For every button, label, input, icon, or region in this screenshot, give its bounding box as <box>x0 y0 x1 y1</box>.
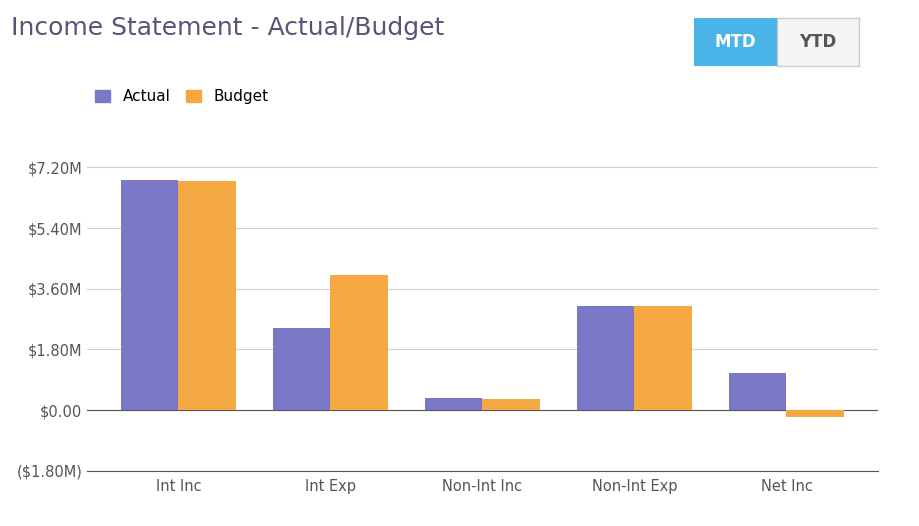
Bar <box>787 410 845 417</box>
Bar <box>634 306 692 410</box>
Text: YTD: YTD <box>800 33 836 51</box>
Bar <box>273 328 331 410</box>
Legend: Actual, Budget: Actual, Budget <box>95 89 268 104</box>
Bar <box>178 181 236 410</box>
Text: MTD: MTD <box>714 33 756 51</box>
Bar <box>120 180 178 410</box>
Bar <box>331 275 388 410</box>
Text: Income Statement - Actual/Budget: Income Statement - Actual/Budget <box>11 16 444 40</box>
Bar <box>482 399 540 410</box>
Bar <box>425 398 482 410</box>
Bar <box>729 373 787 410</box>
Bar <box>577 306 634 410</box>
